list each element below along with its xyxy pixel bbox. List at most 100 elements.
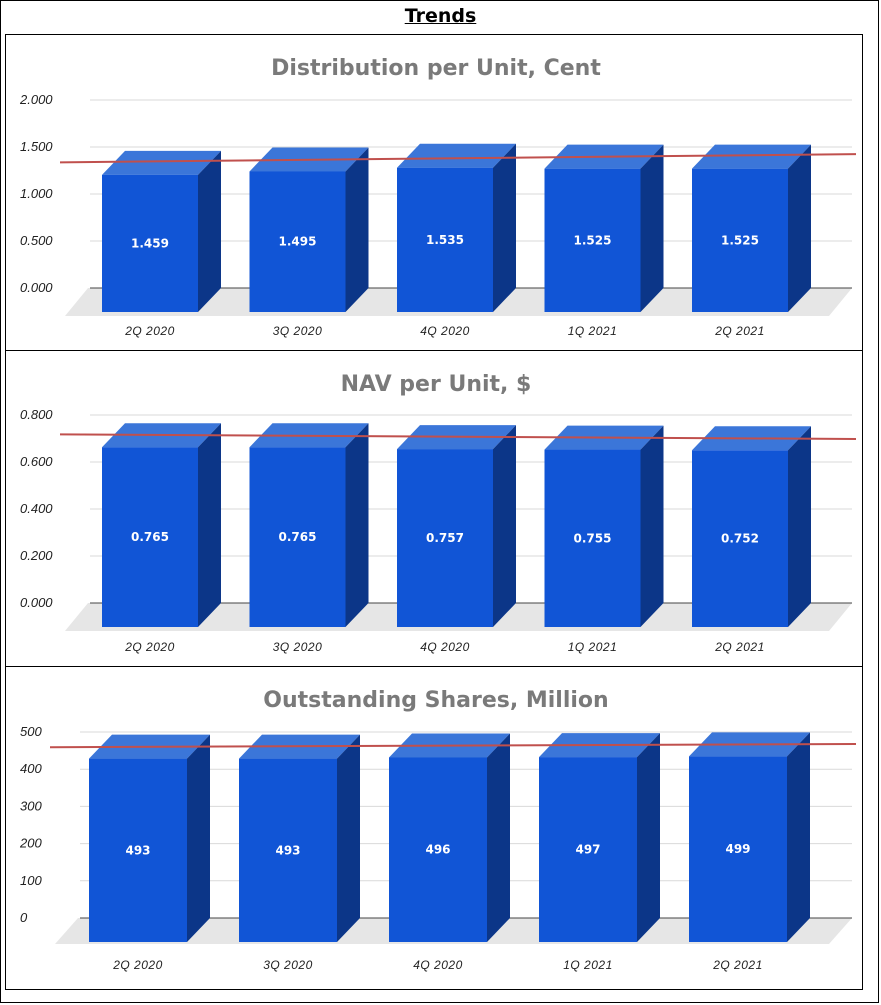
data-label: 0.757 [426, 531, 464, 545]
x-tick-label: 2Q 2020 [124, 324, 175, 338]
bar-side-face [640, 144, 664, 312]
bar [102, 150, 221, 312]
bar [544, 144, 664, 312]
chart-panel-shares: Outstanding Shares, Million 0 100 200 300 400… [5, 666, 863, 990]
bar-front-face [544, 449, 641, 627]
chart-title: Outstanding Shares, Million [263, 688, 608, 713]
bar-front-face [397, 167, 493, 312]
x-tick-label: 2Q 2021 [712, 958, 763, 972]
x-tick-label: 1Q 2021 [568, 640, 618, 654]
bar-side-face [493, 425, 516, 627]
bar-front-face [539, 757, 637, 942]
y-tick-label: 0 [20, 910, 28, 925]
x-tick-label: 2Q 2020 [124, 640, 175, 654]
y-tick-label: 0.400 [20, 501, 53, 516]
bar-side-face [345, 147, 369, 312]
bar-side-face [487, 733, 510, 942]
bar-front-face [544, 168, 641, 312]
bar [544, 425, 664, 627]
bar-side-face [787, 732, 810, 942]
data-label: 0.765 [279, 530, 317, 544]
y-tick-label: 100 [20, 873, 42, 888]
chart-outstanding-shares: Outstanding Shares, Million 0 100 200 300 400… [19, 688, 857, 972]
bar-front-face [692, 450, 788, 627]
trendline [59, 153, 857, 164]
x-tick-label: 1Q 2021 [568, 324, 618, 338]
y-tick-label: 0.000 [20, 280, 53, 295]
bar [692, 426, 811, 627]
y-tick-label: 0.200 [20, 548, 53, 563]
bar [692, 144, 811, 312]
bar-side-face [788, 426, 811, 627]
bar [539, 733, 660, 942]
data-label: 497 [575, 843, 600, 857]
bar [397, 143, 516, 312]
data-label: 493 [275, 843, 300, 857]
data-label: 493 [125, 843, 150, 857]
data-label: 0.755 [574, 531, 612, 545]
bar-front-face [389, 757, 487, 942]
bar [389, 733, 510, 942]
x-tick-label: 1Q 2021 [563, 958, 613, 972]
chart-distribution-per-unit: Distribution per Unit, Cent 0.000 0.500 1.0… [19, 56, 857, 338]
chart-title: NAV per Unit, $ [341, 372, 532, 397]
bar-side-face [198, 150, 221, 312]
bar [249, 423, 369, 627]
bar-side-face [788, 144, 811, 312]
data-label: 1.459 [131, 236, 169, 250]
y-tick-label: 0.500 [20, 233, 53, 248]
bar-side-face [198, 423, 221, 627]
bar-side-face [337, 734, 360, 942]
bar-side-face [345, 423, 369, 627]
bar-front-face [397, 449, 493, 627]
trendline [49, 743, 857, 749]
data-label: 1.525 [574, 233, 612, 247]
bar-front-face [102, 447, 198, 627]
x-tick-label: 4Q 2020 [420, 324, 470, 338]
y-tick-label: 0.600 [20, 454, 53, 469]
chart-panel-distribution: Distribution per Unit, Cent 0.000 0.500 1.0… [5, 34, 863, 351]
bar-front-face [249, 447, 346, 627]
bar-front-face [692, 168, 788, 312]
bar-front-face [239, 758, 337, 942]
bar-top-face [102, 150, 221, 175]
x-tick-label: 4Q 2020 [413, 958, 463, 972]
y-tick-label: 500 [20, 724, 42, 739]
x-tick-label: 3Q 2020 [273, 324, 323, 338]
x-tick-label: 4Q 2020 [420, 640, 470, 654]
y-tick-label: 400 [20, 761, 42, 776]
chart-nav-per-unit: NAV per Unit, $ 0.000 0.200 0.400 0.600 0.800… [20, 372, 857, 654]
bar [102, 423, 221, 627]
y-tick-label: 300 [20, 798, 42, 813]
y-tick-label: 0.800 [20, 407, 53, 422]
data-label: 0.765 [131, 530, 169, 544]
chart-title: Distribution per Unit, Cent [271, 56, 601, 81]
bar-top-face [692, 144, 811, 169]
x-tick-label: 2Q 2021 [714, 324, 765, 338]
x-tick-label: 2Q 2020 [112, 958, 163, 972]
bar-side-face [637, 733, 660, 942]
data-label: 499 [725, 842, 750, 856]
bar-front-face [249, 171, 346, 312]
y-tick-label: 1.500 [20, 139, 53, 154]
y-tick-label: 2.000 [19, 92, 53, 107]
x-tick-label: 2Q 2021 [714, 640, 765, 654]
data-label: 1.525 [721, 233, 759, 247]
bar-front-face [89, 758, 187, 942]
bar-front-face [102, 174, 198, 312]
bar-front-face [689, 756, 787, 942]
bar-top-face [397, 143, 516, 168]
bar [239, 734, 360, 942]
y-tick-label: 200 [19, 836, 42, 851]
page-title: Trends [404, 5, 477, 27]
x-tick-label: 3Q 2020 [263, 958, 313, 972]
x-tick-label: 3Q 2020 [273, 640, 323, 654]
bar [689, 732, 810, 942]
data-label: 496 [425, 843, 450, 857]
chart-panel-nav: NAV per Unit, $ 0.000 0.200 0.400 0.600 0.800… [5, 350, 863, 667]
data-label: 1.535 [426, 233, 464, 247]
data-label: 1.495 [279, 235, 317, 249]
y-tick-label: 0.000 [20, 595, 53, 610]
y-tick-label: 1.000 [20, 186, 53, 201]
